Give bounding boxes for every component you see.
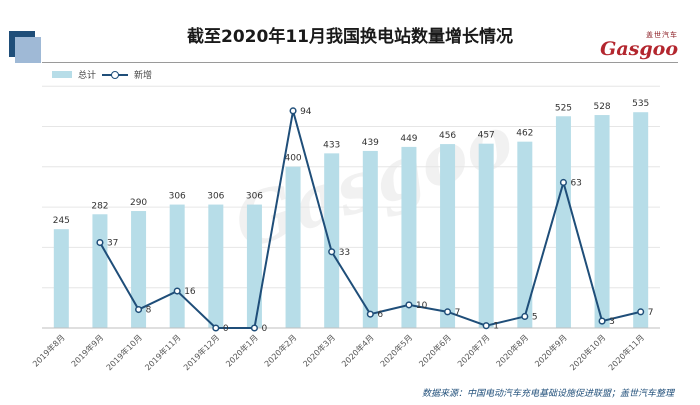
bar-total [285,166,301,328]
x-tick-label: 2020年6月 [417,332,453,368]
bar-value-label: 528 [593,102,610,112]
bar-total [324,153,340,328]
line-value-label: 0 [261,324,267,334]
chart-legend: 总计 新增 [52,68,152,81]
x-tick-label: 2020年3月 [301,332,337,368]
line-point [482,322,490,330]
bar-value-label: 462 [516,129,533,139]
bar-value-label: 306 [207,192,224,202]
legend-bar-label: 总计 [78,71,97,81]
line-point [328,248,336,256]
line-point [289,107,297,115]
x-tick-label: 2020年10月 [567,332,607,372]
line-point [96,238,104,247]
legend-line-swatch [102,70,129,79]
line-point [250,324,258,332]
bar-value-label: 400 [284,154,301,164]
x-tick-label: 2020年7月 [455,332,491,368]
bar-total [555,116,571,328]
line-value-label: 0 [223,324,229,334]
line-point [366,310,374,318]
bar-total [401,146,417,328]
bar-value-label: 439 [362,138,379,148]
x-tick-label: 2019年11月 [143,332,183,372]
x-tick-label: 2019年9月 [69,332,105,368]
line-point [521,312,529,321]
x-tick-label: 2019年10月 [104,332,144,372]
bar-total [208,204,224,328]
bar-total [478,143,494,328]
line-value-label: 37 [107,239,118,249]
line-point [444,308,452,316]
bar-total [633,112,649,328]
bar-value-label: 245 [53,216,70,226]
line-value-label: 94 [300,107,312,117]
line-value-label: 33 [339,248,350,258]
bar-value-label: 282 [91,201,108,211]
line-value-label: 3 [609,317,615,327]
logo-en-text: Gasgoo [600,38,678,60]
x-tick-label: 2020年1月 [223,332,259,368]
bar-total [362,150,378,328]
bar-total [246,204,262,328]
x-tick-label: 2019年12月 [181,332,221,372]
x-tick-label: 2020年2月 [262,332,298,368]
x-tick-label: 2020年9月 [532,332,568,368]
bar-total [594,115,610,328]
legend-bar-swatch [52,71,72,78]
line-value-label: 1 [493,322,499,332]
line-value-label: 63 [570,178,581,188]
chart-title: 截至2020年11月我国换电站数量增长情况 [187,27,513,47]
bar-value-label: 525 [555,103,572,113]
bar-total [131,211,147,328]
line-value-label: 5 [532,312,538,322]
line-value-label: 7 [648,308,654,318]
bar-value-label: 456 [439,131,456,141]
bar-total [169,204,185,328]
line-value-label: 16 [184,287,196,297]
line-value-label: 10 [416,301,428,311]
bar-value-label: 457 [478,131,495,141]
line-point [405,301,413,309]
x-tick-label: 2020年4月 [339,332,375,368]
line-point [135,305,143,314]
x-tick-label: 2020年11月 [606,332,646,372]
bar-value-label: 535 [632,99,649,109]
line-point [173,287,181,295]
bar-value-label: 449 [400,134,417,144]
logo-cn-text: 盖世汽车 [646,31,678,39]
x-tick-label: 2020年8月 [494,332,530,368]
bar-value-label: 433 [323,140,340,150]
bar-total [53,229,69,328]
bar-value-label: 306 [246,192,263,202]
line-value-label: 7 [455,308,461,318]
title-divider [42,62,678,63]
bar-total [440,144,456,328]
line-point [598,317,606,325]
bar-value-label: 306 [169,192,186,202]
x-tick-label: 2020年5月 [378,332,414,368]
line-value-label: 6 [377,310,383,320]
line-point [637,308,645,316]
corner-decoration-light [15,37,41,63]
legend-line-label: 新增 [134,71,153,81]
bar-value-label: 290 [130,198,147,208]
line-value-label: 8 [146,306,152,316]
line-point [212,324,220,332]
x-tick-label: 2019年8月 [30,332,66,368]
gasgoo-logo: 盖世汽车 Gasgoo [600,30,678,60]
bar-total [517,141,533,328]
bar-total [92,214,108,328]
line-point [559,178,567,187]
data-source: 数据来源：中国电动汽车充电基础设施促进联盟；盖世汽车整理 [421,389,674,399]
